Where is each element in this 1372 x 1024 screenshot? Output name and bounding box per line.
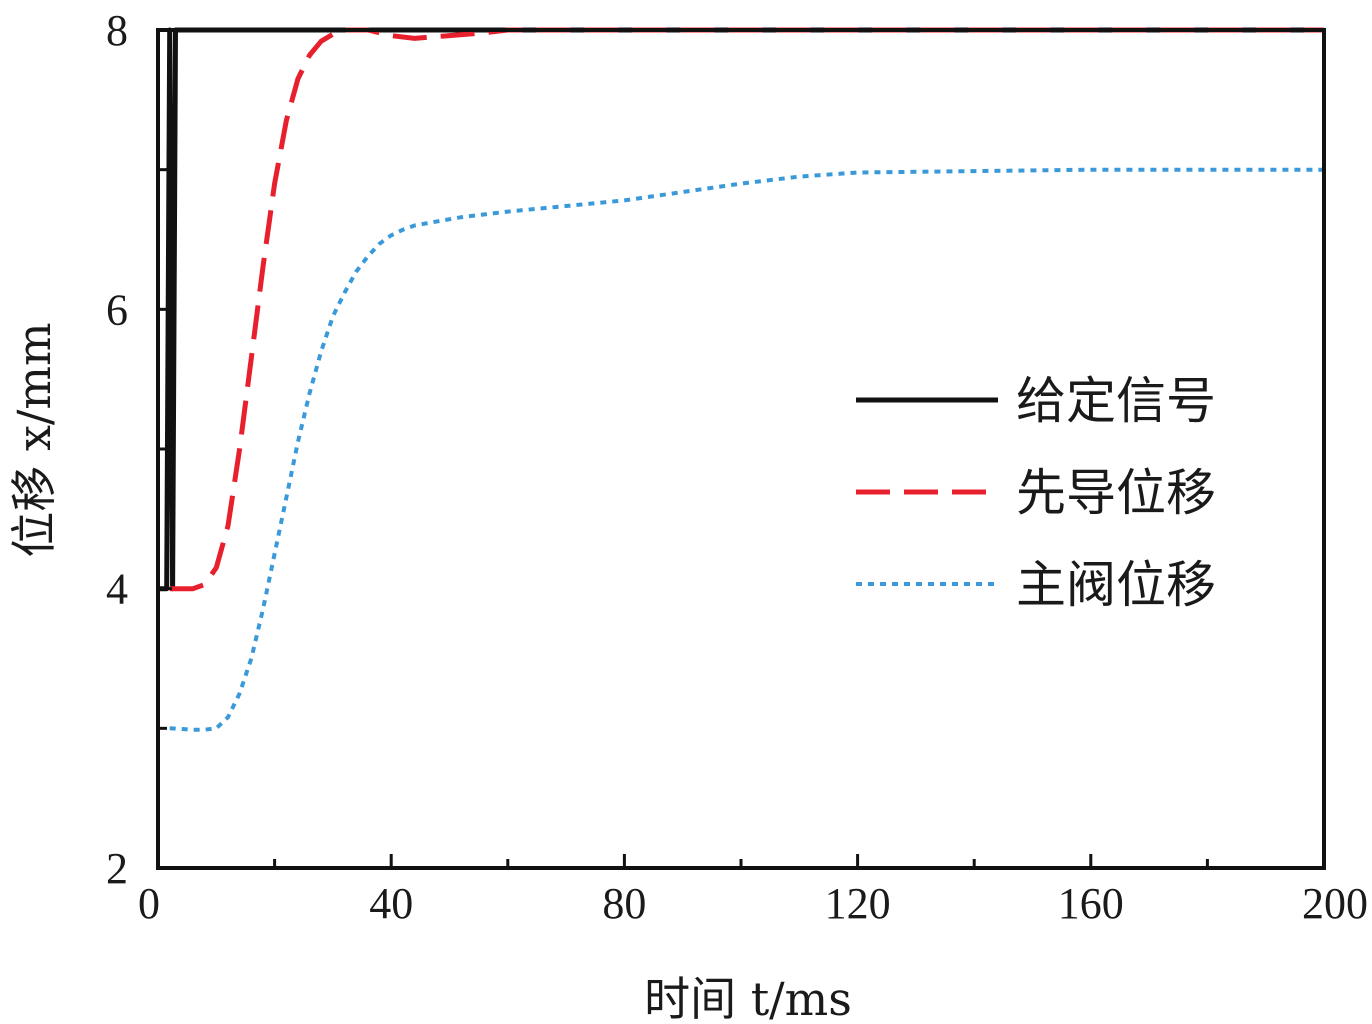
x-tick-label: 80: [602, 879, 646, 928]
y-tick-label: 6: [106, 285, 128, 334]
x-tick-label: 200: [1302, 879, 1368, 928]
series-line-3: [169, 167, 1324, 732]
x-axis-title: 时间 t/ms: [644, 972, 852, 1024]
legend-label-2: 先导位移: [1016, 464, 1216, 522]
legend-label-1: 给定信号: [1016, 372, 1216, 430]
y-tick-label: 4: [106, 565, 128, 614]
legend-label-3: 主阀位移: [1016, 556, 1216, 614]
y-tick-label: 2: [106, 844, 128, 893]
x-tick-label: 0: [138, 879, 160, 928]
axis-ticks: [156, 28, 1326, 870]
y-axis-title: 位移 x/mm: [7, 322, 61, 557]
x-tick-label: 40: [369, 879, 413, 928]
plot-frame: [156, 28, 1326, 870]
y-tick-label: 8: [106, 6, 128, 55]
x-tick-label: 120: [825, 879, 891, 928]
axis-tick-labels: 0 40 80 120 160 200 2 4 6 8: [106, 6, 1368, 928]
x-tick-label: 160: [1058, 879, 1124, 928]
